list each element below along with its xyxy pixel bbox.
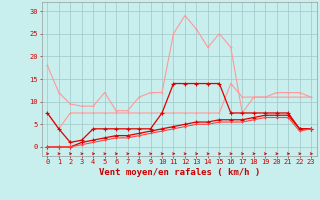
- X-axis label: Vent moyen/en rafales ( km/h ): Vent moyen/en rafales ( km/h ): [99, 168, 260, 177]
